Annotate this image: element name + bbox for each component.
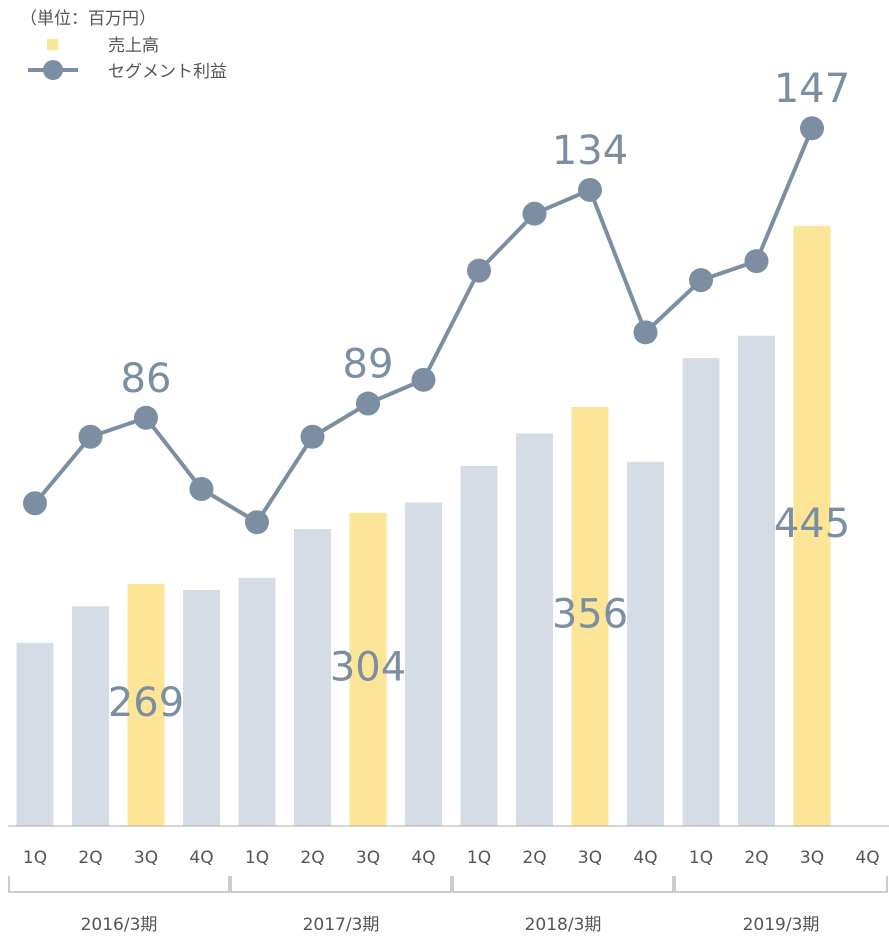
line-point (800, 116, 824, 141)
bar (16, 642, 54, 826)
line-point (744, 249, 769, 274)
x-tick-label: 1Q (467, 848, 491, 868)
group-label: 2017/3期 (303, 915, 380, 935)
group-label: 2019/3期 (743, 915, 820, 935)
line-point (78, 424, 103, 449)
line-point (467, 258, 491, 283)
group-bracket (230, 876, 452, 893)
line-point (189, 476, 214, 501)
x-tick-label: 3Q (578, 848, 602, 868)
line-value-label: 134 (552, 128, 628, 174)
x-tick-label: 1Q (245, 848, 269, 868)
x-tick-label: 2Q (78, 848, 102, 868)
x-tick-label: 4Q (855, 848, 879, 868)
line-point (578, 177, 602, 202)
bar (183, 590, 220, 826)
x-tick-label: 1Q (689, 848, 713, 868)
bar (793, 225, 831, 826)
bar (571, 406, 609, 826)
line-point (300, 424, 325, 449)
legend-swatch (47, 39, 58, 50)
legend-dot (43, 60, 63, 80)
bar-value-label: 269 (108, 680, 184, 726)
line-value-label: 89 (343, 342, 394, 388)
bar (460, 465, 498, 826)
line-value-label: 86 (121, 356, 172, 402)
group-label: 2016/3期 (81, 915, 158, 935)
line-point (411, 367, 436, 392)
bar (349, 512, 387, 826)
x-tick-label: 2Q (744, 848, 768, 868)
bar-value-label: 445 (774, 501, 850, 547)
bar (238, 577, 276, 826)
group-bracket (452, 876, 674, 893)
x-tick-label: 1Q (23, 848, 47, 868)
bar (682, 358, 720, 826)
line-point (356, 391, 380, 416)
line-value-label: 147 (774, 66, 850, 112)
legend-label: セグメント利益 (108, 62, 227, 82)
group-bracket (674, 876, 888, 893)
bar-value-label: 304 (330, 644, 406, 690)
bar (516, 433, 553, 826)
x-tick-label: 2Q (522, 848, 546, 868)
x-tick-label: 4Q (411, 848, 435, 868)
group-label: 2018/3期 (525, 915, 602, 935)
x-tick-label: 4Q (189, 848, 213, 868)
bar (294, 528, 331, 826)
group-bracket (8, 876, 230, 893)
bar (627, 461, 664, 826)
unit-note: （単位：百万円） (20, 9, 156, 29)
line-point (134, 405, 158, 430)
line-point (689, 268, 713, 293)
line-point (23, 491, 47, 516)
bar (127, 583, 165, 826)
bar (405, 502, 442, 826)
x-tick-label: 3Q (356, 848, 380, 868)
line-point (633, 320, 658, 345)
line-point (245, 510, 269, 535)
bar (72, 606, 109, 826)
x-tick-label: 3Q (800, 848, 824, 868)
bar-value-label: 356 (552, 591, 628, 637)
x-tick-label: 4Q (633, 848, 657, 868)
bar (738, 335, 775, 826)
legend-label: 売上高 (108, 36, 159, 56)
x-tick-label: 2Q (300, 848, 324, 868)
x-tick-label: 3Q (134, 848, 158, 868)
line-point (522, 201, 547, 226)
